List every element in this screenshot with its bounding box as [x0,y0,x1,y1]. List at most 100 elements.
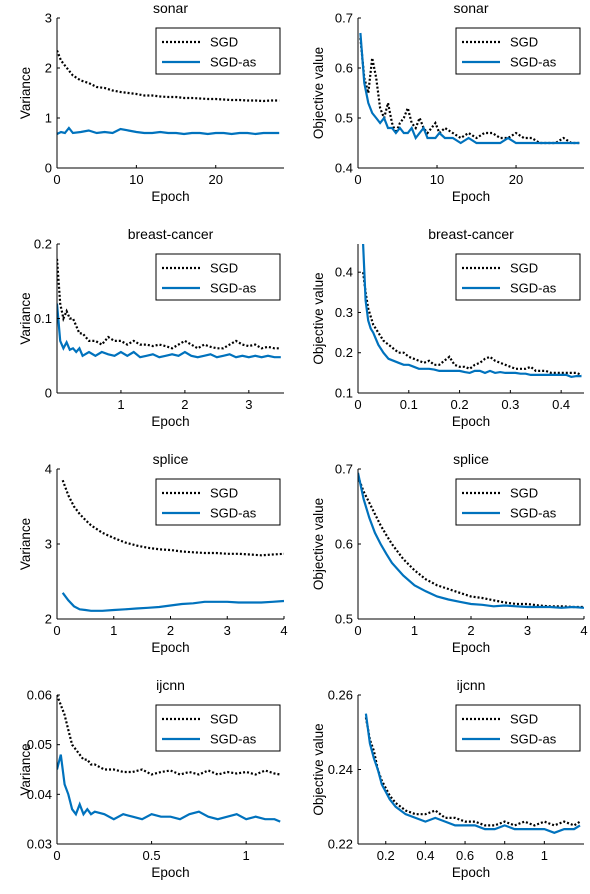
series-line-sgd [57,695,281,776]
y-tick-label: 0.04 [27,787,52,802]
series-line-sgd [57,258,281,350]
series-line-sgd-as [57,754,281,823]
legend-label: SGD-as [510,55,557,70]
series-line-sgd-as [358,472,584,609]
y-tick-label: 3 [45,11,52,26]
legend-label: SGD-as [210,281,257,296]
x-tick-label: 0 [53,848,60,863]
y-tick-label: 0.5 [335,612,353,627]
y-tick-label: 0.6 [335,61,353,76]
y-tick-label: 0.7 [335,462,353,477]
x-axis-label: Epoch [151,640,189,655]
x-tick-label: 0 [53,623,60,638]
x-tick-label: 0.2 [377,848,395,863]
y-axis-label: Variance [18,292,33,344]
legend: SGD SGD-as [155,27,281,75]
x-axis-label: Epoch [151,189,189,204]
x-axis-label: Epoch [452,414,490,429]
chart-panel-1: 0 10 20 0.4 0.5 0.6 0.7 sonar Epoch Objective val… [311,0,584,204]
legend-label: SGD [210,712,238,727]
series-line-sgd-as [61,592,284,612]
legend: SGD SGD-as [155,478,281,526]
x-axis-label: Epoch [452,865,490,880]
x-tick-label: 2 [181,397,188,412]
legend: SGD SGD-as [455,27,581,75]
legend: SGD SGD-as [455,253,581,301]
legend: SGD SGD-as [155,253,281,301]
y-tick-label: 0.7 [335,11,353,26]
x-tick-label: 10 [129,172,143,187]
y-tick-label: 0.5 [335,111,353,126]
y-tick-label: 0.06 [27,688,52,703]
y-tick-label: 1 [45,111,52,126]
chart-title: ijcnn [457,677,486,693]
legend: SGD SGD-as [455,478,581,526]
x-tick-label: 20 [209,172,223,187]
chart-title: sonar [153,0,188,16]
legend-label: SGD [210,261,238,276]
x-tick-label: 0.1 [400,397,418,412]
legend-box [455,27,581,75]
x-tick-label: 0.2 [451,397,469,412]
legend: SGD SGD-as [455,704,581,752]
x-tick-label: 1 [541,848,548,863]
chart-title: sonar [453,0,488,16]
y-tick-label: 0 [45,386,52,401]
x-tick-label: 0 [354,397,361,412]
y-tick-label: 0.1 [34,311,52,326]
x-tick-label: 10 [430,172,444,187]
y-tick-label: 0.22 [328,837,353,852]
legend-label: SGD-as [510,506,557,521]
x-tick-label: 0.3 [501,397,519,412]
legend-label: SGD [510,35,538,50]
chart-title: breast-cancer [128,226,214,242]
legend-label: SGD [510,261,538,276]
x-tick-label: 1 [243,848,250,863]
y-tick-label: 0.05 [27,737,52,752]
x-tick-label: 3 [245,397,252,412]
series-line-sgd [362,272,582,376]
series-line-sgd-as [57,126,280,136]
legend-label: SGD [210,35,238,50]
y-tick-label: 2 [45,61,52,76]
x-tick-label: 0 [53,172,60,187]
y-axis-label: Objective value [311,498,326,590]
legend-label: SGD [510,486,538,501]
x-tick-label: 1 [110,623,117,638]
x-tick-label: 1 [411,623,418,638]
x-tick-label: 4 [280,623,287,638]
x-tick-label: 0 [354,623,361,638]
legend-box [155,478,281,526]
legend-box [455,253,581,301]
chart-panel-4: 0 1 2 3 4 2 3 4 splice Epoch Variance SGD SGD-as [18,451,288,655]
y-axis-label: Objective value [311,723,326,815]
x-tick-label: 3 [524,623,531,638]
series-line-sgd-as [359,32,580,145]
chart-title: breast-cancer [428,226,514,242]
series-line-sgd [57,50,280,103]
y-tick-label: 2 [45,612,52,627]
chart-panel-0: 0 10 20 0 1 2 3 sonar Epoch Variance SGD SGD-as [18,0,284,204]
chart-title: splice [153,451,189,467]
y-axis-label: Variance [18,518,33,570]
legend-box [455,478,581,526]
series-line-sgd-as [364,713,581,834]
legend-label: SGD-as [210,506,257,521]
x-axis-label: Epoch [452,640,490,655]
chart-title: splice [453,451,489,467]
x-tick-label: 0.6 [456,848,474,863]
legend-label: SGD-as [510,732,557,747]
x-tick-label: 0.5 [143,848,161,863]
x-tick-label: 0.4 [552,397,570,412]
y-tick-label: 0.1 [335,386,353,401]
y-tick-label: 4 [45,462,52,477]
legend-label: SGD-as [210,732,257,747]
x-tick-label: 0 [354,172,361,187]
y-tick-label: 0.2 [335,345,353,360]
legend-box [155,704,281,752]
y-tick-label: 0.6 [335,537,353,552]
legend-label: SGD-as [210,55,257,70]
x-tick-label: 20 [509,172,523,187]
series-line-sgd-as [57,303,281,359]
